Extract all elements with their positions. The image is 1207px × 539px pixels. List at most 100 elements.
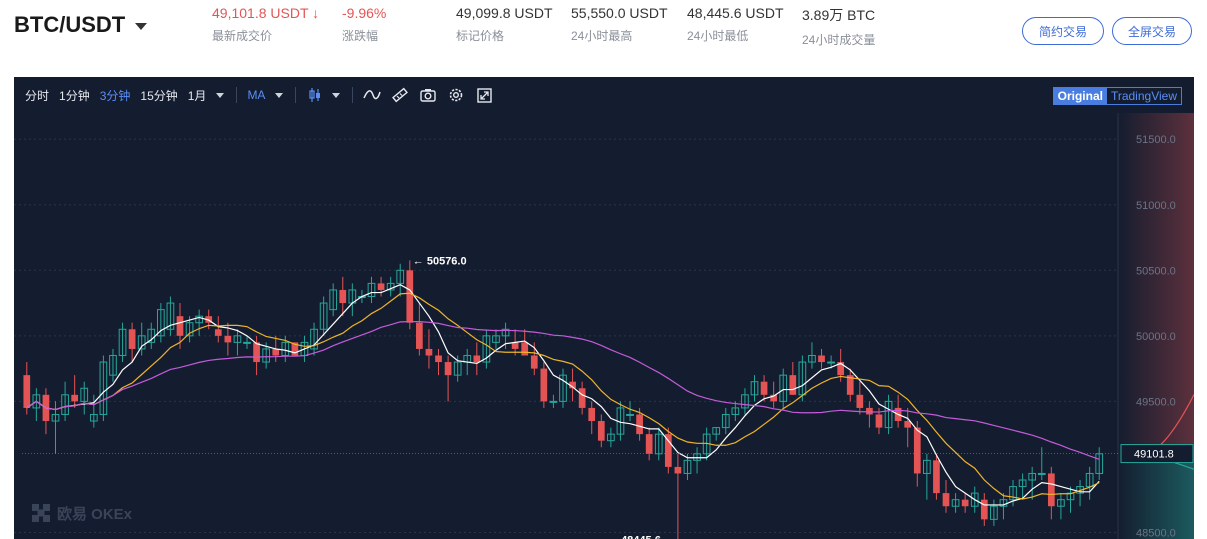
- candle-up: [721, 407, 730, 435]
- candle-down: [942, 480, 950, 513]
- candle-down: [569, 368, 576, 402]
- volume-value: 3.89万 BTC: [802, 7, 876, 23]
- line-tool-icon[interactable]: [363, 86, 382, 104]
- candle-up: [348, 283, 357, 317]
- y-tick-label: 50500.0: [1136, 265, 1176, 277]
- candle-up: [156, 303, 165, 343]
- candle-up: [99, 355, 108, 422]
- candle-up: [89, 394, 98, 428]
- candle-up: [243, 335, 251, 349]
- last-price-label: 最新成交价: [212, 29, 273, 43]
- candle-body: [89, 413, 98, 422]
- candle-body: [846, 375, 854, 395]
- mark-price-label: 标记价格: [456, 29, 505, 43]
- interval-3m[interactable]: 3分钟: [99, 88, 131, 103]
- y-tick-label: 51000.0: [1136, 200, 1176, 212]
- candle-body: [818, 355, 825, 363]
- annotations: ← 50576.0 48445.6 → 49101.8: [22, 255, 1194, 539]
- stat-24h-low: 48,445.6 USDT 24小时最低: [687, 5, 784, 44]
- candle-up: [453, 355, 462, 382]
- candle-down: [904, 407, 912, 448]
- candle-down: [645, 427, 653, 461]
- candle-up: [1076, 480, 1084, 507]
- interval-1m[interactable]: 1分钟: [59, 88, 90, 103]
- candle-up: [779, 368, 788, 408]
- simple-trade-button[interactable]: 简约交易: [1022, 17, 1104, 45]
- toolbar-divider: [295, 87, 297, 103]
- depth-overlay: [1118, 113, 1194, 539]
- candle-body: [137, 335, 146, 350]
- candle-body: [444, 362, 452, 376]
- ma-line: [26, 321, 1100, 460]
- candle-body: [339, 289, 347, 304]
- pair-label: BTC/USDT: [14, 12, 126, 37]
- interval-dropdown-icon[interactable]: [216, 92, 225, 98]
- candle-up: [329, 283, 338, 317]
- candle-down: [425, 329, 433, 369]
- candle-down: [961, 493, 969, 513]
- candle-down: [636, 407, 643, 441]
- candle-up: [1085, 466, 1094, 500]
- candle-body: [185, 322, 194, 337]
- candle-body: [741, 394, 749, 409]
- candle-up: [147, 322, 156, 349]
- indicator-dropdown-icon[interactable]: [275, 92, 284, 98]
- candle-body: [731, 407, 740, 415]
- candlestick-type-icon[interactable]: [306, 86, 324, 104]
- candle-down: [913, 421, 921, 487]
- caret-down-icon: [135, 22, 148, 30]
- view-original-button[interactable]: Original: [1053, 88, 1107, 104]
- candle-body: [884, 400, 893, 429]
- candle-up: [607, 427, 615, 448]
- candle-body: [435, 355, 442, 363]
- interval-15m[interactable]: 15分钟: [140, 88, 178, 103]
- candle-up: [951, 493, 960, 513]
- candle-body: [51, 413, 60, 422]
- candle-body: [597, 421, 605, 441]
- candle-down: [856, 381, 864, 415]
- toolbar-divider: [236, 87, 238, 103]
- candle-body: [664, 434, 672, 467]
- candle-body: [750, 381, 759, 396]
- candle-body: [779, 374, 788, 402]
- candlestick-chart[interactable]: 51500.0 51000.0 50500.0 50000.0 49500.0 48500…: [14, 113, 1194, 539]
- candle-up: [482, 329, 491, 369]
- chart-type-dropdown-icon[interactable]: [332, 92, 341, 98]
- candle-body: [645, 434, 653, 454]
- candle-down: [521, 329, 529, 356]
- candle-body: [1037, 472, 1046, 475]
- candle-down: [597, 414, 605, 448]
- candle-body: [549, 400, 558, 403]
- candle-body: [760, 381, 768, 395]
- ruler-tool-icon[interactable]: [391, 86, 409, 104]
- candle-body: [281, 341, 290, 356]
- indicator-ma[interactable]: MA: [247, 88, 266, 102]
- pair-selector[interactable]: BTC/USDT: [14, 12, 148, 38]
- candle-down: [377, 276, 385, 297]
- candle-body: [61, 394, 69, 415]
- high-value: 55,550.0 USDT: [571, 5, 668, 21]
- candle-body: [406, 270, 414, 323]
- camera-icon[interactable]: [419, 86, 437, 104]
- candle-body: [923, 459, 931, 474]
- candle-down: [760, 375, 768, 402]
- candle-body: [453, 361, 462, 376]
- change-label: 涨跌幅: [342, 29, 379, 43]
- fullscreen-trade-button[interactable]: 全屏交易: [1112, 17, 1192, 45]
- candle-body: [951, 499, 960, 507]
- candle-body: [674, 466, 682, 474]
- candle-body: [253, 342, 260, 363]
- candle-body: [530, 355, 538, 369]
- price-axis: 51500.0 51000.0 50500.0 50000.0 49500.0 48500…: [1117, 113, 1176, 539]
- gear-icon[interactable]: [447, 86, 465, 104]
- view-tradingview-button[interactable]: TradingView: [1110, 89, 1177, 103]
- interval-1month[interactable]: 1月: [187, 88, 207, 103]
- interval-timeline[interactable]: 分时: [25, 88, 50, 103]
- ma-line: [26, 284, 1100, 506]
- low-label: 24小时最低: [687, 29, 749, 43]
- fullscreen-icon[interactable]: [475, 86, 493, 104]
- candle-body: [195, 315, 203, 324]
- candle-body: [990, 505, 998, 520]
- candle-body: [1028, 472, 1037, 481]
- candle-body: [377, 283, 385, 290]
